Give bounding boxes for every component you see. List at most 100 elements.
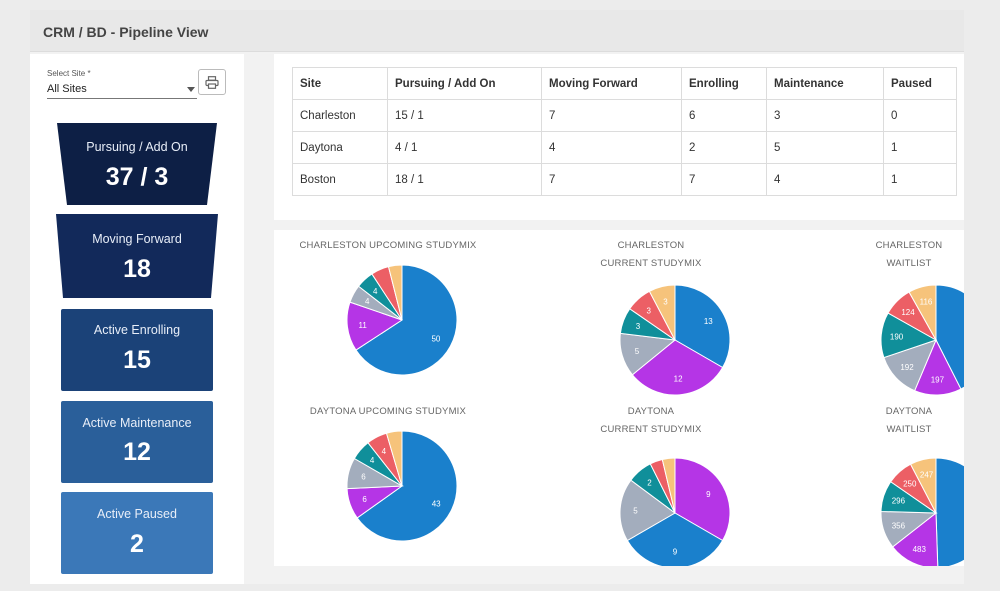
pie-slice-label: 13 bbox=[704, 317, 713, 326]
col-pursuing: Pursuing / Add On bbox=[387, 67, 542, 100]
pie-slice-label: 4 bbox=[373, 287, 378, 296]
cell-site: Daytona bbox=[292, 131, 388, 164]
pipeline-table: Site Pursuing / Add On Moving Forward En… bbox=[292, 67, 957, 196]
pie-slice-label: 3 bbox=[636, 322, 641, 331]
pie-slice-label: 9 bbox=[673, 548, 678, 557]
pie-slice-label: 50 bbox=[431, 334, 440, 343]
cell-pursuing: 4 / 1 bbox=[387, 131, 542, 164]
pie-slice-blue[interactable] bbox=[626, 512, 724, 566]
pie-slice-blue[interactable] bbox=[674, 284, 731, 369]
pie-slice-label: 6 bbox=[361, 473, 366, 482]
pie-slice-orange[interactable] bbox=[385, 430, 403, 487]
sidebar: Select Site * All Sites Pursuing / Add O… bbox=[30, 54, 244, 584]
cell-paused: 1 bbox=[883, 131, 957, 164]
charts-panel: 5011441312533360619719219012411643664499… bbox=[274, 230, 964, 566]
pie-slice-label: 6 bbox=[362, 495, 367, 504]
pie-slice-orange[interactable] bbox=[909, 457, 937, 514]
tile-active-enrolling-value: 15 bbox=[123, 346, 151, 374]
chart-title-daytona-waitlist: DAYTONA WAITLIST bbox=[885, 406, 933, 435]
tile-moving-forward-label: Moving Forward bbox=[92, 232, 182, 246]
cell-enrolling: 7 bbox=[681, 163, 767, 196]
tile-active-paused-value: 2 bbox=[130, 530, 144, 558]
cell-site: Charleston bbox=[292, 99, 388, 132]
pie-slice-label: 5 bbox=[633, 507, 638, 516]
cell-pursuing: 18 / 1 bbox=[387, 163, 542, 196]
pie-slice-purple[interactable] bbox=[891, 511, 939, 566]
chart-title-charleston-current: CHARLESTON CURRENT STUDYMIX bbox=[600, 240, 702, 269]
cell-pursuing: 15 / 1 bbox=[387, 99, 542, 132]
tile-active-enrolling[interactable]: Active Enrolling 15 bbox=[61, 309, 213, 391]
pie-slice-label: 124 bbox=[901, 308, 915, 317]
pie-charts-svg: 5011441312533360619719219012411643664499… bbox=[346, 264, 964, 566]
col-site: Site bbox=[292, 67, 388, 100]
pie-slice-orange[interactable] bbox=[648, 284, 676, 341]
pie-slice-label: 2 bbox=[647, 479, 652, 488]
pie-slice-label: 43 bbox=[432, 500, 441, 509]
cell-moving-forward: 4 bbox=[541, 131, 682, 164]
site-select-label: Select Site * bbox=[47, 69, 91, 78]
pie-slice-purple[interactable] bbox=[631, 339, 724, 396]
pie-slice-label: 11 bbox=[359, 321, 368, 330]
tile-moving-forward-shape bbox=[56, 214, 218, 298]
pipeline-table-panel: Site Pursuing / Add On Moving Forward En… bbox=[274, 54, 964, 220]
print-button[interactable] bbox=[198, 69, 226, 95]
pie-slice-purple[interactable] bbox=[346, 301, 404, 351]
pie-slice-purple[interactable] bbox=[674, 457, 731, 542]
cell-maintenance: 4 bbox=[766, 163, 884, 196]
col-moving-forward: Moving Forward bbox=[541, 67, 682, 100]
table-row: Daytona 4 / 1 4 2 5 1 bbox=[292, 131, 957, 164]
tile-active-maintenance-label: Active Maintenance bbox=[82, 416, 192, 430]
chart-title-daytona-upcoming: DAYTONA UPCOMING STUDYMIX bbox=[309, 406, 467, 417]
pie-slice-label: 197 bbox=[931, 376, 945, 385]
pie-slice-label: 356 bbox=[892, 521, 906, 530]
col-enrolling: Enrolling bbox=[681, 67, 767, 100]
printer-icon bbox=[205, 75, 219, 89]
cell-site: Boston bbox=[292, 163, 388, 196]
pie-slice-blue[interactable] bbox=[355, 264, 458, 376]
pie-slice-label: 3 bbox=[663, 298, 668, 307]
pie-slice-label: 4 bbox=[365, 297, 370, 306]
page-header: CRM / BD - Pipeline View bbox=[30, 10, 964, 52]
cell-maintenance: 5 bbox=[766, 131, 884, 164]
pie-slice-label: 12 bbox=[674, 374, 683, 383]
pie-slice-blue[interactable] bbox=[935, 457, 964, 566]
cell-paused: 1 bbox=[883, 163, 957, 196]
tile-active-paused-label: Active Paused bbox=[97, 507, 177, 521]
pie-slice-label: 190 bbox=[890, 332, 904, 341]
pie-slice-blue[interactable] bbox=[935, 284, 964, 390]
pie-slice-gray[interactable] bbox=[619, 479, 676, 542]
pie-slice-blue[interactable] bbox=[356, 430, 458, 542]
tile-active-paused[interactable]: Active Paused 2 bbox=[61, 492, 213, 574]
tile-pursuing-label: Pursuing / Add On bbox=[86, 140, 188, 154]
pie-slice-label: 192 bbox=[900, 363, 914, 372]
tile-moving-forward[interactable]: Moving Forward 18 bbox=[55, 214, 219, 298]
pie-slice-label: 483 bbox=[913, 545, 927, 554]
pie-slice-label: 296 bbox=[892, 497, 906, 506]
tile-active-maintenance[interactable]: Active Maintenance 12 bbox=[61, 401, 213, 483]
chart-title-daytona-current: DAYTONA CURRENT STUDYMIX bbox=[600, 406, 702, 435]
tile-pursuing-shape bbox=[57, 123, 217, 205]
pie-slice-label: 4 bbox=[382, 447, 387, 456]
app-window: CRM / BD - Pipeline View Select Site * A… bbox=[30, 10, 964, 584]
pie-chart-daytona-waitlist: 1598483356296250247 bbox=[880, 457, 964, 566]
pie-slice-orange[interactable] bbox=[661, 457, 676, 514]
tile-pursuing[interactable]: Pursuing / Add On 37 / 3 bbox=[55, 123, 219, 205]
pie-slice-label: 247 bbox=[920, 471, 934, 480]
pie-slice-label: 3 bbox=[646, 306, 651, 315]
cell-enrolling: 2 bbox=[681, 131, 767, 164]
pie-slice-label: 250 bbox=[903, 479, 917, 488]
cell-maintenance: 3 bbox=[766, 99, 884, 132]
cell-moving-forward: 7 bbox=[541, 163, 682, 196]
pie-slice-label: 5 bbox=[635, 347, 640, 356]
site-select[interactable]: All Sites bbox=[47, 81, 197, 99]
pie-slice-orange[interactable] bbox=[908, 284, 937, 342]
table-row: Charleston 15 / 1 7 6 3 0 bbox=[292, 99, 957, 132]
table-header-row: Site Pursuing / Add On Moving Forward En… bbox=[292, 67, 957, 100]
tile-active-maintenance-value: 12 bbox=[123, 438, 151, 466]
tile-pursuing-value: 37 / 3 bbox=[105, 163, 169, 191]
chevron-down-icon bbox=[187, 87, 195, 92]
cell-moving-forward: 7 bbox=[541, 99, 682, 132]
pie-slice-orange[interactable] bbox=[387, 264, 403, 321]
